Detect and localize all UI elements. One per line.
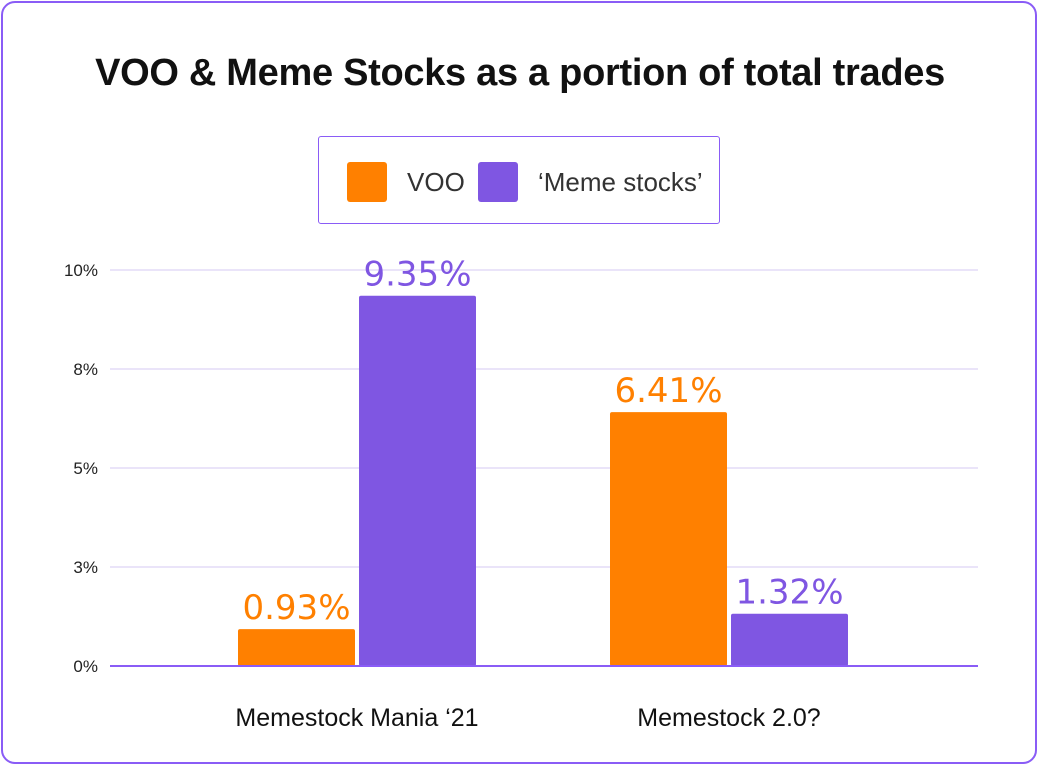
x-category-label: Memestock 2.0? <box>637 704 820 732</box>
legend-item-meme-stocks: ‘Meme stocks’ <box>478 162 703 202</box>
y-tick-label: 3% <box>73 558 98 577</box>
legend-swatch-voo <box>347 162 387 202</box>
bar <box>359 295 476 666</box>
data-label: 0.93% <box>242 588 350 628</box>
bar <box>731 613 848 666</box>
bar <box>238 629 355 666</box>
x-category-label: Memestock Mania ‘21 <box>235 704 478 732</box>
legend: VOO ‘Meme stocks’ <box>318 136 720 224</box>
chart-title: VOO & Meme Stocks as a portion of total … <box>95 52 945 94</box>
data-label: 9.35% <box>363 255 471 295</box>
data-label: 1.32% <box>735 573 843 613</box>
y-tick-label: 0% <box>73 657 98 676</box>
legend-swatch-meme-stocks <box>478 162 518 202</box>
data-label: 6.41% <box>614 371 722 411</box>
legend-item-voo: VOO <box>347 162 465 202</box>
y-tick-label: 8% <box>73 360 98 379</box>
y-tick-label: 5% <box>73 459 98 478</box>
bar <box>610 412 727 666</box>
legend-label-voo: VOO <box>407 166 465 197</box>
legend-label-meme-stocks: ‘Meme stocks’ <box>538 166 703 197</box>
y-tick-label: 10% <box>64 261 98 280</box>
